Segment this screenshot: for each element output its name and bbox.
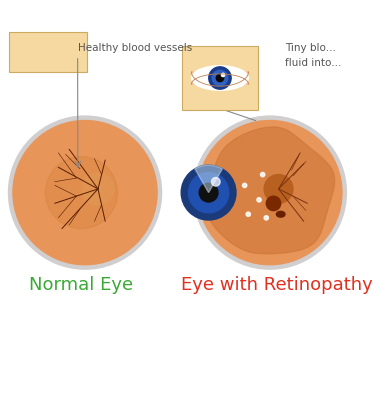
Circle shape — [257, 198, 261, 202]
Text: Normal Eye: Normal Eye — [29, 276, 133, 294]
Circle shape — [13, 120, 157, 265]
Circle shape — [45, 156, 117, 229]
Circle shape — [216, 74, 223, 82]
Circle shape — [222, 73, 225, 76]
Circle shape — [209, 67, 231, 89]
Circle shape — [181, 165, 236, 220]
Text: Eye with Retinopathy: Eye with Retinopathy — [181, 276, 373, 294]
FancyBboxPatch shape — [181, 46, 259, 110]
FancyBboxPatch shape — [9, 32, 87, 72]
Circle shape — [264, 216, 268, 220]
Circle shape — [193, 116, 346, 269]
Circle shape — [82, 173, 114, 205]
Circle shape — [188, 172, 229, 213]
Circle shape — [261, 172, 265, 177]
Circle shape — [211, 178, 220, 186]
Circle shape — [212, 70, 228, 86]
Circle shape — [243, 183, 247, 188]
Ellipse shape — [191, 66, 248, 90]
Ellipse shape — [277, 211, 285, 217]
Circle shape — [198, 120, 342, 265]
Text: fluid into...: fluid into... — [285, 58, 341, 68]
Polygon shape — [191, 72, 248, 86]
Polygon shape — [191, 74, 248, 84]
Circle shape — [246, 212, 250, 216]
Text: Tiny blo...: Tiny blo... — [285, 44, 335, 54]
Circle shape — [266, 196, 281, 211]
Circle shape — [9, 116, 161, 269]
Circle shape — [199, 183, 218, 202]
Polygon shape — [205, 127, 335, 254]
Circle shape — [264, 174, 293, 203]
Wedge shape — [195, 165, 222, 193]
Text: Healthy blood vessels: Healthy blood vessels — [78, 44, 192, 54]
